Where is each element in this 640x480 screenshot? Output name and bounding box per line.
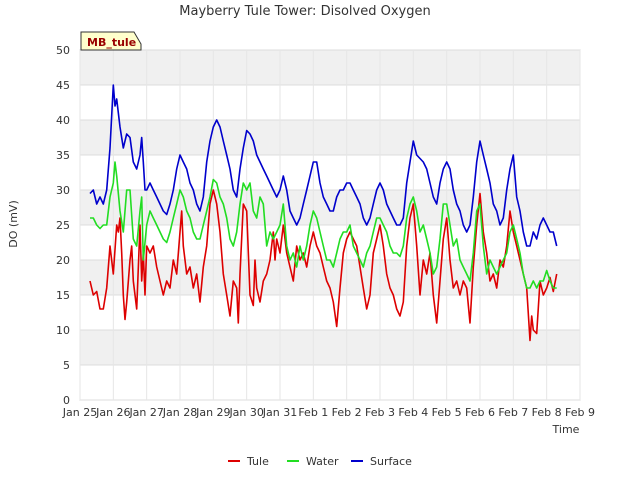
y-tick-label: 10 (56, 324, 70, 337)
series-line-surface (89, 84, 558, 247)
y-axis-ticks: 0 5 10 15 20 25 30 35 40 45 50 (56, 44, 70, 407)
legend-label: Surface (370, 455, 412, 468)
y-tick-label: 45 (56, 79, 70, 92)
plot-band (80, 50, 580, 85)
x-tick-label: Feb 6 (465, 406, 495, 419)
y-tick-label: 20 (56, 254, 70, 267)
x-tick-label: Jan 31 (262, 406, 297, 419)
x-axis-label: Time (552, 423, 580, 436)
legend-label: Water (306, 455, 339, 468)
x-tick-label: Jan 27 (128, 406, 163, 419)
x-tick-label: Jan 28 (162, 406, 197, 419)
x-tick-label: Feb 1 (298, 406, 328, 419)
legend: Tule Water Surface (228, 455, 412, 468)
x-tick-label: Jan 25 (62, 406, 97, 419)
x-tick-label: Feb 2 (332, 406, 362, 419)
y-tick-label: 35 (56, 149, 70, 162)
x-tick-label: Feb 8 (532, 406, 562, 419)
series-lines (89, 84, 558, 342)
x-tick-label: Jan 26 (95, 406, 130, 419)
station-badge-shape (80, 31, 142, 51)
x-tick-label: Feb 9 (565, 406, 595, 419)
station-badge: MB_tule (80, 31, 142, 51)
chart-title: Mayberry Tule Tower: Disolved Oxygen (179, 4, 430, 19)
legend-label: Tule (246, 455, 269, 468)
x-tick-label: Feb 5 (432, 406, 462, 419)
x-tick-label: Jan 30 (228, 406, 263, 419)
plot-band (80, 330, 580, 365)
x-tick-label: Feb 4 (398, 406, 428, 419)
x-tick-label: Jan 29 (195, 406, 230, 419)
station-badge-label: MB_tule (87, 36, 136, 49)
y-tick-label: 0 (63, 394, 70, 407)
series-line-water (90, 161, 557, 289)
plot-band (80, 120, 580, 155)
y-tick-label: 30 (56, 184, 70, 197)
y-tick-label: 40 (56, 114, 70, 127)
series-line-tule (89, 189, 558, 342)
y-tick-label: 5 (63, 359, 70, 372)
y-tick-label: 25 (56, 219, 70, 232)
plot-band (80, 190, 580, 225)
y-tick-label: 15 (56, 289, 70, 302)
y-axis-label: DO (mV) (7, 200, 20, 247)
x-tick-label: Feb 3 (365, 406, 395, 419)
y-tick-label: 50 (56, 44, 70, 57)
x-tick-label: Feb 7 (498, 406, 528, 419)
